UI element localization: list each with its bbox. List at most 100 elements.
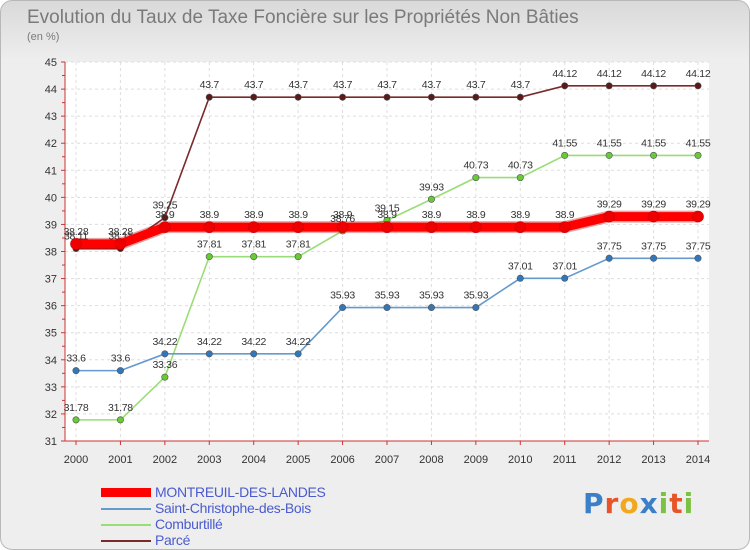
data-label-montreuil-des-landes: 38.9: [555, 209, 575, 221]
legend-swatch: [101, 508, 151, 510]
x-tick-label: 2008: [419, 454, 443, 466]
data-label-montreuil-des-landes: 39.29: [641, 199, 666, 211]
x-tick-label: 2011: [553, 454, 577, 466]
data-label-montreuil-des-landes: 38.9: [200, 209, 220, 221]
data-label-parce: 43.7: [244, 79, 264, 91]
x-tick-label: 2003: [197, 454, 221, 466]
data-label-comburtille: 37.81: [286, 239, 311, 251]
data-point-comburtille: [116, 416, 124, 424]
data-point-parce: [339, 93, 347, 101]
data-point-comburtille: [605, 151, 613, 159]
x-tick-label: 2007: [375, 454, 399, 466]
legend-label: Parcé: [155, 532, 191, 548]
x-tick-label: 2012: [597, 454, 621, 466]
x-tick-label: 2004: [241, 454, 265, 466]
data-point-comburtille: [250, 253, 258, 261]
x-tick-label: 2001: [108, 454, 132, 466]
data-label-parce: 43.7: [511, 79, 531, 91]
data-point-parce: [250, 93, 258, 101]
data-label-parce: 44.12: [686, 68, 711, 80]
data-point-comburtille: [427, 195, 435, 203]
data-point-saint-christophe-des-bois: [205, 350, 213, 358]
data-point-montreuil-des-landes: [159, 221, 171, 233]
data-label-saint-christophe-des-bois: 34.22: [152, 336, 177, 348]
data-label-parce: 44.12: [597, 68, 622, 80]
data-label-saint-christophe-des-bois: 33.6: [66, 353, 86, 365]
data-label-comburtille: 38.76: [330, 213, 355, 225]
data-point-parce: [605, 82, 613, 90]
legend-item: MONTREUIL-DES-LANDES: [101, 484, 401, 500]
logo-letter: P: [583, 487, 605, 520]
legend-label: MONTREUIL-DES-LANDES: [155, 484, 326, 500]
data-label-saint-christophe-des-bois: 34.22: [286, 336, 311, 348]
data-point-comburtille: [205, 253, 213, 261]
legend-swatch: [101, 488, 151, 497]
legend-label: Saint-Christophe-des-Bois: [155, 500, 311, 516]
data-label-comburtille: 37.81: [197, 239, 222, 251]
y-tick-label: 41: [45, 165, 57, 177]
data-label-montreuil-des-landes: 38.9: [289, 209, 309, 221]
data-label-montreuil-des-landes: 38.9: [422, 209, 442, 221]
logo-letter: i: [683, 487, 695, 520]
data-point-parce: [383, 93, 391, 101]
data-label-saint-christophe-des-bois: 35.93: [330, 290, 355, 302]
legend-item: Parcé: [101, 532, 401, 548]
data-label-montreuil-des-landes: 38.9: [511, 209, 531, 221]
data-point-comburtille: [561, 151, 569, 159]
data-label-montreuil-des-landes: 38.9: [155, 209, 175, 221]
data-point-montreuil-des-landes: [514, 221, 527, 233]
data-label-comburtille: 41.55: [641, 137, 666, 149]
data-label-parce: 43.7: [333, 79, 353, 91]
logo-letter: t: [669, 487, 684, 520]
data-point-parce: [427, 93, 435, 101]
y-tick-label: 31: [45, 436, 57, 448]
x-tick-label: 2010: [508, 454, 532, 466]
data-label-saint-christophe-des-bois: 34.22: [241, 336, 266, 348]
data-point-saint-christophe-des-bois: [694, 254, 702, 262]
data-label-comburtille: 39.15: [375, 202, 400, 214]
data-point-montreuil-des-landes: [425, 221, 438, 233]
data-point-parce: [694, 82, 702, 90]
logo-letter: x: [639, 487, 659, 520]
y-tick-label: 34: [45, 355, 57, 367]
data-point-comburtille: [72, 416, 80, 424]
data-label-comburtille: 31.78: [64, 402, 89, 414]
data-point-saint-christophe-des-bois: [161, 350, 169, 358]
data-point-montreuil-des-landes: [692, 210, 704, 223]
data-label-saint-christophe-des-bois: 37.75: [641, 240, 666, 252]
data-point-saint-christophe-des-bois: [339, 304, 347, 312]
logo-letter: i: [658, 487, 670, 520]
data-label-saint-christophe-des-bois: 37.75: [597, 240, 622, 252]
data-point-comburtille: [516, 174, 524, 182]
y-tick-label: 38: [45, 247, 57, 259]
legend-item: Saint-Christophe-des-Bois: [101, 500, 401, 516]
x-tick-label: 2000: [64, 454, 88, 466]
proxiti-logo: Proxiti: [583, 487, 694, 520]
data-point-parce: [472, 93, 480, 101]
data-point-montreuil-des-landes: [603, 210, 615, 223]
data-label-parce: 43.7: [200, 79, 220, 91]
x-tick-label: 2009: [464, 454, 488, 466]
data-label-saint-christophe-des-bois: 35.93: [463, 290, 488, 302]
data-label-saint-christophe-des-bois: 35.93: [375, 290, 400, 302]
legend-swatch: [101, 524, 151, 526]
data-label-saint-christophe-des-bois: 37.01: [552, 260, 577, 272]
y-tick-label: 43: [45, 111, 57, 123]
data-point-saint-christophe-des-bois: [650, 254, 658, 262]
data-label-comburtille: 41.55: [552, 137, 577, 149]
data-point-montreuil-des-landes: [336, 221, 349, 233]
data-label-comburtille: 40.73: [463, 160, 488, 172]
data-point-comburtille: [161, 373, 169, 381]
data-label-parce: 39.25: [152, 200, 177, 212]
data-point-montreuil-des-landes: [647, 210, 660, 223]
data-label-parce: 43.7: [466, 79, 486, 91]
data-point-montreuil-des-landes: [247, 221, 260, 233]
data-label-saint-christophe-des-bois: 34.22: [197, 336, 222, 348]
data-point-comburtille: [650, 151, 658, 159]
data-label-comburtille: 39.93: [419, 181, 444, 193]
data-label-comburtille: 37.81: [241, 239, 266, 251]
data-label-comburtille: 41.55: [686, 137, 711, 149]
data-point-comburtille: [294, 253, 302, 261]
y-tick-label: 36: [45, 301, 57, 313]
